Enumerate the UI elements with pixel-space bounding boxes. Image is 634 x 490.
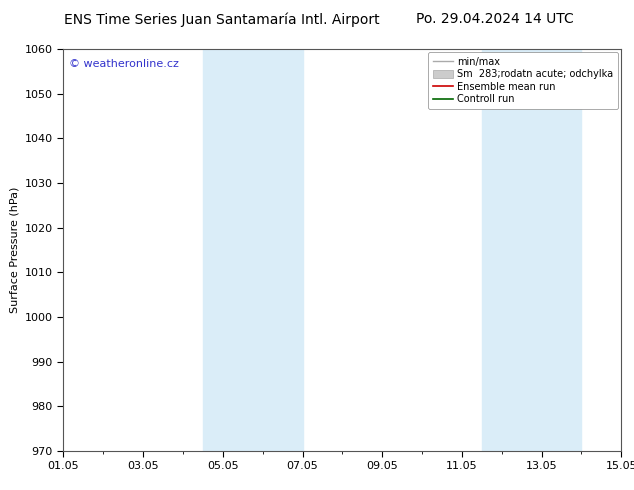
Text: Po. 29.04.2024 14 UTC: Po. 29.04.2024 14 UTC [416,12,573,26]
Y-axis label: Surface Pressure (hPa): Surface Pressure (hPa) [10,187,19,313]
Text: © weatheronline.cz: © weatheronline.cz [69,59,179,69]
Bar [482,49,581,451]
Text: ENS Time Series Juan Santamaría Intl. Airport: ENS Time Series Juan Santamaría Intl. Ai… [64,12,380,27]
Legend: min/max, Sm  283;rodatn acute; odchylka, Ensemble mean run, Controll run: min/max, Sm 283;rodatn acute; odchylka, … [428,52,618,109]
Bar [203,49,302,451]
